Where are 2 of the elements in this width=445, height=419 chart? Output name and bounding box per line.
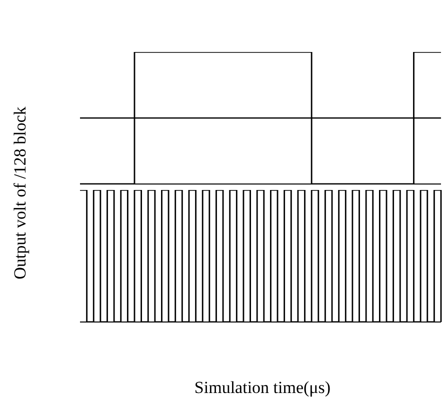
y-axis-title: Output volt of /128 block bbox=[10, 106, 30, 280]
x-axis-title: Simulation time(μs) bbox=[193, 378, 332, 398]
